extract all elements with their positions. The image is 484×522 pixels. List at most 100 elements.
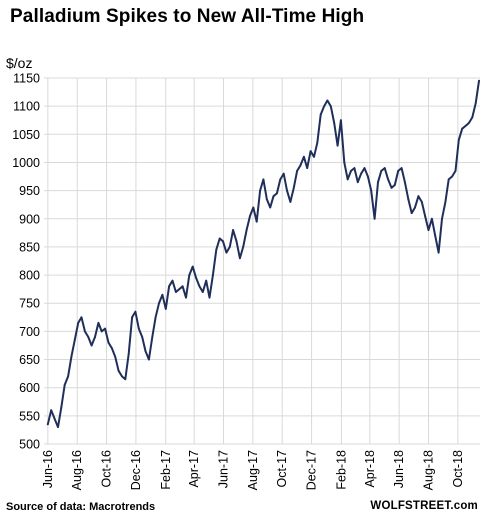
y-tick-label: 550 xyxy=(19,409,40,423)
data-point xyxy=(137,327,140,330)
y-tick-label: 1150 xyxy=(13,72,40,86)
data-point xyxy=(151,336,154,338)
series-group xyxy=(46,79,480,429)
data-point xyxy=(316,141,319,144)
data-point xyxy=(387,178,389,181)
data-point xyxy=(245,229,248,231)
data-point xyxy=(107,341,110,344)
y-tick-label: 750 xyxy=(19,297,40,311)
y-axis-unit-label: $/oz xyxy=(6,55,33,71)
data-point xyxy=(121,375,123,378)
data-point xyxy=(454,170,457,172)
data-point xyxy=(63,384,66,386)
data-point xyxy=(336,144,339,147)
data-point xyxy=(265,198,268,201)
data-point xyxy=(424,215,426,217)
data-point xyxy=(390,186,393,189)
data-point xyxy=(235,240,238,243)
data-point xyxy=(441,217,443,220)
data-point xyxy=(117,369,120,372)
x-tick-label: Aug-16 xyxy=(70,450,84,490)
data-point xyxy=(148,358,150,361)
data-point xyxy=(363,167,366,170)
data-point xyxy=(114,355,117,358)
data-point xyxy=(309,150,312,153)
chart-title: Palladium Spikes to New All-Time High xyxy=(10,6,365,27)
data-point xyxy=(87,336,90,338)
data-point xyxy=(198,285,201,288)
data-point xyxy=(70,355,73,358)
data-point xyxy=(464,125,467,127)
y-tick-label: 500 xyxy=(19,438,40,452)
y-tick-label: 1000 xyxy=(12,156,40,170)
data-point xyxy=(272,195,275,198)
data-point xyxy=(393,184,396,186)
data-point xyxy=(447,178,450,181)
data-point xyxy=(212,274,214,276)
data-point xyxy=(94,336,96,338)
x-tick-label: Apr-18 xyxy=(363,450,377,488)
data-point xyxy=(370,189,373,192)
data-point xyxy=(289,201,292,203)
data-point xyxy=(131,316,134,319)
data-point xyxy=(201,291,204,293)
data-point xyxy=(279,178,282,181)
price-line xyxy=(46,79,480,429)
x-tick-label: Oct-17 xyxy=(275,450,289,488)
data-point xyxy=(269,206,272,209)
x-tick-label: Jun-18 xyxy=(392,450,406,488)
data-point xyxy=(53,417,56,420)
data-point xyxy=(80,316,83,319)
data-point xyxy=(414,206,416,209)
data-point xyxy=(451,175,453,178)
data-point xyxy=(222,240,224,243)
data-point xyxy=(242,246,245,248)
data-point xyxy=(434,234,437,237)
data-point xyxy=(46,423,49,426)
data-point xyxy=(350,170,352,172)
x-tick-label: Aug-17 xyxy=(246,450,260,490)
data-point xyxy=(457,139,460,141)
data-point xyxy=(208,296,211,299)
data-point xyxy=(188,274,191,276)
source-note: Source of data: Macrotrends xyxy=(6,501,156,513)
watermark-logo: WOLFSTREET.com xyxy=(370,500,478,512)
data-point xyxy=(417,195,420,198)
data-point xyxy=(158,302,160,305)
y-tick-label: 650 xyxy=(19,353,40,367)
y-axis-ticks: 500 550 600 650 700 750 800 850 900 950 1000 1050 11… xyxy=(12,72,40,452)
data-point xyxy=(205,279,208,282)
data-point xyxy=(323,105,325,108)
data-point xyxy=(259,189,261,192)
data-point xyxy=(161,293,164,296)
data-point xyxy=(249,215,251,217)
data-point xyxy=(306,167,309,170)
data-point xyxy=(471,116,474,119)
x-tick-label: Jun-16 xyxy=(41,450,55,488)
data-point xyxy=(195,277,198,279)
y-tick-label: 950 xyxy=(19,184,40,198)
data-point xyxy=(340,119,342,122)
data-point xyxy=(420,201,423,203)
x-tick-label: Aug-18 xyxy=(422,450,436,490)
y-tick-label: 600 xyxy=(19,381,40,395)
data-point xyxy=(353,167,356,170)
data-point xyxy=(252,206,255,209)
y-tick-label: 800 xyxy=(19,269,40,283)
data-point xyxy=(178,288,181,291)
data-point xyxy=(168,285,171,288)
data-point xyxy=(77,322,80,324)
data-point xyxy=(319,113,322,116)
y-tick-label: 900 xyxy=(19,212,40,226)
data-point xyxy=(124,378,127,381)
data-point xyxy=(100,330,103,333)
data-point xyxy=(380,170,383,172)
y-tick-label: 850 xyxy=(19,240,40,254)
data-point xyxy=(57,426,59,428)
data-point xyxy=(127,353,130,355)
data-point xyxy=(303,155,305,158)
data-point xyxy=(377,181,379,184)
data-point xyxy=(191,265,194,268)
data-point xyxy=(292,186,295,189)
